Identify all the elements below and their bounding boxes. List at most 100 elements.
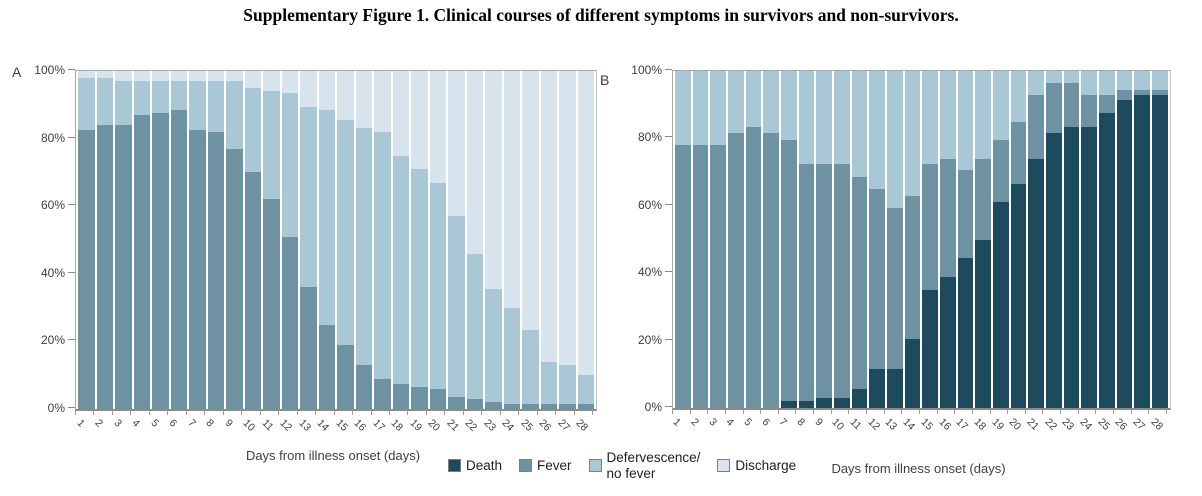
x-tick-label: 7	[776, 416, 790, 429]
bar-segment-fever	[485, 402, 502, 409]
x-tick-label: 2	[92, 417, 106, 430]
bar-segment-fever	[207, 131, 224, 409]
x-tick-label: 17	[370, 417, 388, 434]
x-tick-label: 22	[1042, 416, 1059, 433]
bar-day-24	[503, 71, 520, 409]
bar-segment-fever	[940, 158, 956, 277]
bar-segment-defervescence-no-fever	[869, 71, 886, 189]
bar-day-22	[466, 71, 483, 409]
bar-segment-fever	[675, 145, 691, 408]
bar-segment-fever	[170, 109, 187, 409]
bar-segment-fever	[904, 195, 921, 339]
x-tick-label: 26	[1112, 416, 1130, 433]
bar-segment-defervescence-no-fever	[318, 109, 335, 325]
bar-segment-defervescence-no-fever	[577, 375, 594, 404]
bar-segment-discharge	[300, 71, 317, 107]
bar-day-9	[816, 71, 833, 408]
bar-segment-discharge	[522, 71, 539, 330]
y-tick-mark	[68, 69, 75, 70]
bar-segment-death	[781, 401, 797, 408]
bar-segment-death	[1099, 113, 1115, 408]
bar-segment-discharge	[96, 71, 113, 78]
bar-segment-fever	[1046, 82, 1062, 134]
y-tick-label: 80%	[637, 130, 662, 145]
x-tick-label: 13	[296, 417, 314, 434]
bar-segment-death	[798, 401, 815, 408]
defervescence-swatch-icon	[588, 459, 602, 473]
x-axis-labels: 1 2 3 4 5 6 7 8 9 10 11 12 13 14 15 16 17 18 19 20 21 22 23 24 2…	[671, 414, 1167, 448]
bar-segment-fever	[577, 403, 594, 409]
bar-segment-fever	[728, 133, 744, 408]
bar-segment-defervescence-no-fever	[207, 81, 224, 132]
x-tick-label: 9	[812, 416, 825, 429]
bar-segment-discharge	[429, 71, 446, 183]
bar-segment-fever	[540, 403, 557, 409]
bar-day-18	[975, 71, 992, 408]
bar-day-28	[1152, 71, 1168, 408]
x-tick-label: 1	[74, 417, 87, 430]
bar-day-20	[429, 71, 446, 409]
figure-title: Supplementary Figure 1. Clinical courses…	[243, 5, 959, 25]
y-tick-label: 100%	[34, 63, 65, 77]
bar-day-4	[728, 71, 744, 408]
x-tick-label: 10	[829, 416, 847, 433]
bar-segment-defervescence-no-fever	[904, 71, 921, 196]
bar-day-1	[675, 71, 691, 408]
x-tick-label: 20	[425, 417, 443, 434]
bar-segment-fever	[1010, 121, 1027, 184]
bar-segment-fever	[300, 287, 317, 409]
bar-segment-defervescence-no-fever	[834, 71, 850, 164]
bar-segment-defervescence-no-fever	[485, 289, 502, 403]
bar-segment-fever	[244, 172, 261, 409]
bar-segment-discharge	[244, 71, 261, 88]
bar-segment-discharge	[485, 71, 502, 290]
y-tick-label: 40%	[637, 265, 662, 280]
bar-day-28	[577, 71, 594, 409]
bar-segment-fever	[1116, 89, 1133, 100]
bar-segment-discharge	[226, 71, 243, 82]
bar-segment-death	[1081, 126, 1098, 408]
x-tick-marks	[672, 409, 1167, 414]
x-tick-label: 19	[989, 416, 1006, 433]
bar-day-8	[798, 71, 815, 408]
x-tick-label: 8	[794, 416, 808, 429]
bar-segment-fever	[1028, 94, 1045, 159]
x-tick-label: 18	[388, 417, 406, 434]
bar-segment-discharge	[540, 71, 557, 362]
x-tick-label: 5	[148, 417, 161, 430]
bar-segment-discharge	[78, 71, 95, 78]
bar-segment-death	[834, 397, 850, 408]
bar-segment-defervescence-no-fever	[392, 155, 409, 384]
bar-segment-defervescence-no-fever	[448, 216, 465, 398]
bar-segment-fever	[1099, 94, 1115, 114]
x-tick-marks	[75, 410, 594, 415]
bar-day-27	[1134, 71, 1151, 408]
x-tick-label: 12	[277, 417, 295, 434]
x-tick-label: 7	[185, 417, 198, 430]
bar-day-16	[355, 71, 372, 409]
bar-segment-defervescence-no-fever	[503, 307, 520, 404]
x-tick-label: 2	[688, 416, 702, 429]
bar-segment-defervescence-no-fever	[816, 71, 833, 164]
bar-day-3	[710, 71, 727, 408]
legend-item-discharge: Discharge	[717, 458, 796, 474]
bar-segment-defervescence-no-fever	[540, 361, 557, 404]
x-tick-label: 28	[573, 417, 591, 434]
bar-segment-fever	[1063, 82, 1080, 127]
y-tick-label: 60%	[40, 198, 65, 213]
bar-segment-fever	[355, 365, 372, 409]
y-tick-mark	[665, 271, 672, 273]
bar-segment-fever	[374, 378, 391, 409]
x-tick-label: 6	[166, 417, 180, 430]
x-tick-label: 17	[953, 416, 971, 433]
chart-legend: Death Fever Defervescence/ no fever Disc…	[448, 450, 796, 481]
x-tick-label: 18	[971, 416, 989, 433]
y-axis: 0% 20% 40% 60% 80% 100%	[25, 63, 75, 415]
bar-segment-discharge	[448, 71, 465, 217]
y-tick-mark	[665, 203, 672, 205]
bar-segment-defervescence-no-fever	[1046, 71, 1062, 83]
bar-segment-fever	[975, 158, 992, 240]
bar-day-26	[1116, 71, 1133, 408]
bar-segment-fever	[281, 236, 298, 409]
x-tick-label: 9	[222, 417, 235, 430]
